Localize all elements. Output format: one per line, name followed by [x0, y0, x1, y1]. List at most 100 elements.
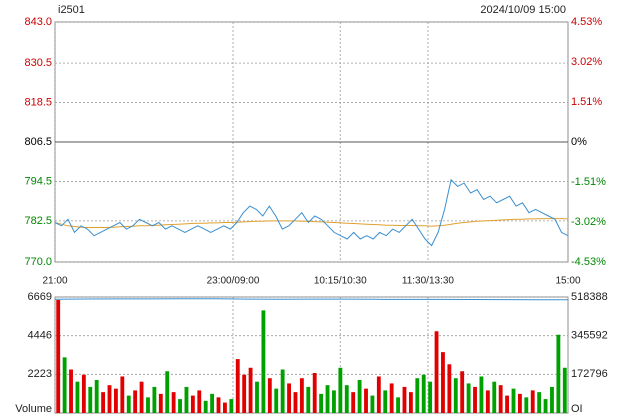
volume-bar: [101, 392, 106, 413]
volume-bar: [197, 390, 202, 413]
volume-bar: [479, 376, 484, 413]
volume-bar: [492, 381, 497, 413]
volume-bar: [293, 392, 298, 413]
volume-bar: [152, 386, 157, 413]
price-line: [54, 218, 569, 228]
y2-axis-label: OI: [571, 403, 583, 415]
y-tick-label: 806.5: [24, 136, 52, 148]
volume-bar: [319, 393, 324, 413]
x-tick-label: 23:00/09:00: [207, 276, 260, 287]
volume-bar: [485, 390, 490, 413]
volume-bar: [325, 385, 330, 413]
volume-bar: [312, 372, 317, 413]
y-tick-label: 770.0: [24, 256, 52, 268]
volume-bar: [376, 376, 381, 413]
oi-line: [54, 298, 569, 301]
y2-tick-label: -4.53%: [571, 256, 606, 268]
volume-bar: [88, 386, 93, 413]
volume-bar: [460, 371, 465, 413]
volume-bar: [126, 395, 131, 413]
y2-tick-label: -1.51%: [571, 176, 606, 188]
volume-bar: [81, 374, 86, 413]
y2-tick-label: 0%: [571, 136, 587, 148]
volume-bar: [261, 310, 266, 413]
volume-bar: [56, 299, 61, 413]
volume-bar: [107, 385, 112, 413]
volume-bar: [505, 395, 510, 413]
volume-bar: [524, 397, 529, 413]
volume-bar: [364, 388, 368, 413]
volume-bar: [306, 386, 311, 413]
volume-bar: [344, 385, 349, 413]
symbol: i2501: [58, 4, 85, 16]
volume-bar: [255, 381, 259, 413]
volume-bar: [383, 390, 388, 413]
y2-tick-label: 345592: [571, 330, 608, 342]
x-tick-label: 21:00: [42, 276, 67, 287]
volume-bar: [537, 392, 542, 413]
volume-bar: [408, 392, 413, 413]
volume-bar: [466, 383, 471, 413]
y-tick-label: 782.5: [24, 215, 52, 227]
volume-bar: [69, 369, 73, 413]
volume-bar: [190, 395, 195, 413]
y2-tick-label: 3.02%: [571, 56, 602, 68]
volume-bar: [402, 386, 407, 413]
volume-bar: [94, 379, 99, 413]
volume-bar: [396, 397, 400, 413]
y2-tick-label: 172796: [571, 368, 608, 380]
volume-bar: [146, 397, 150, 413]
y-axis-label: Volume: [15, 403, 52, 415]
volume-bar: [332, 390, 336, 413]
volume-bar: [113, 388, 118, 413]
volume-bar: [453, 378, 458, 413]
volume-bar: [562, 367, 567, 413]
volume-bar: [530, 390, 535, 413]
volume-bar: [229, 399, 234, 413]
volume-bar: [299, 378, 304, 413]
volume-bar: [556, 334, 561, 413]
volume-bar: [171, 392, 176, 413]
volume-bar: [434, 331, 439, 413]
y-tick-label: 794.5: [24, 175, 52, 187]
volume-bar: [511, 388, 516, 413]
volume-bar: [357, 379, 362, 413]
x-tick-label: 11:30/13:30: [402, 276, 455, 287]
y2-tick-label: 1.51%: [571, 96, 602, 108]
y2-tick-label: 4.53%: [571, 16, 602, 28]
volume-bar: [338, 367, 343, 413]
volume-bar: [139, 381, 144, 413]
volume-bar: [133, 390, 138, 413]
volume-bar: [235, 359, 240, 413]
volume-bar: [473, 386, 477, 413]
volume-bar: [274, 388, 279, 413]
volume-bar: [280, 369, 285, 413]
volume-bar: [267, 378, 272, 413]
y-tick-label: 2223: [28, 368, 52, 380]
y-tick-label: 6669: [28, 291, 52, 303]
volume-bar: [351, 392, 356, 413]
volume-bar: [370, 395, 375, 413]
y-tick-label: 843.0: [24, 16, 52, 28]
volume-bar: [216, 397, 221, 413]
volume-bar: [441, 352, 445, 413]
y2-tick-label: 518388: [571, 291, 608, 303]
volume-bar: [75, 381, 80, 413]
price-line: [54, 178, 569, 247]
volume-bar: [158, 393, 163, 413]
volume-bar: [120, 376, 125, 413]
volume-bar: [517, 393, 522, 413]
volume-bar: [62, 357, 67, 413]
volume-bar: [543, 399, 548, 413]
timestamp: 2024/10/09 15:00: [480, 4, 566, 16]
volume-bar: [428, 381, 433, 413]
x-tick-label: 15:00: [555, 276, 580, 287]
volume-bar: [223, 402, 227, 413]
volume-bar: [498, 385, 503, 413]
volume-bar: [447, 364, 452, 413]
volume-bar: [248, 367, 253, 413]
y2-tick-label: -3.02%: [571, 216, 606, 228]
volume-bar: [415, 378, 420, 413]
